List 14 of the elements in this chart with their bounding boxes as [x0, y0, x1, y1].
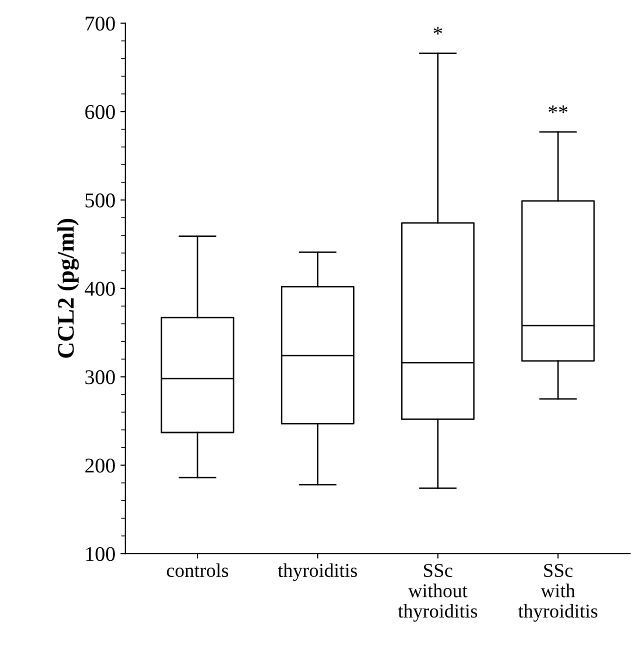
x-tick-label: SSc with thyroiditis — [518, 564, 598, 622]
x-tick-label: controls — [166, 563, 228, 578]
y-tick-label: 500 — [86, 193, 115, 208]
x-tick-label: thyroiditis — [278, 563, 357, 582]
y-tick-label: 100 — [86, 546, 115, 562]
y-tick-label: 200 — [85, 458, 115, 473]
y-tick-label: 300 — [85, 370, 115, 384]
x-tick-label: SSc without thyroiditis — [398, 564, 478, 622]
annotation: * — [434, 26, 442, 34]
y-tick-label: 400 — [84, 282, 115, 296]
y-tick-label: 700 — [86, 16, 115, 31]
y-tick-label: 600 — [85, 104, 115, 120]
annotation: ** — [548, 106, 568, 114]
y-axis-title: CCL2 (pg/ml) — [57, 218, 79, 358]
